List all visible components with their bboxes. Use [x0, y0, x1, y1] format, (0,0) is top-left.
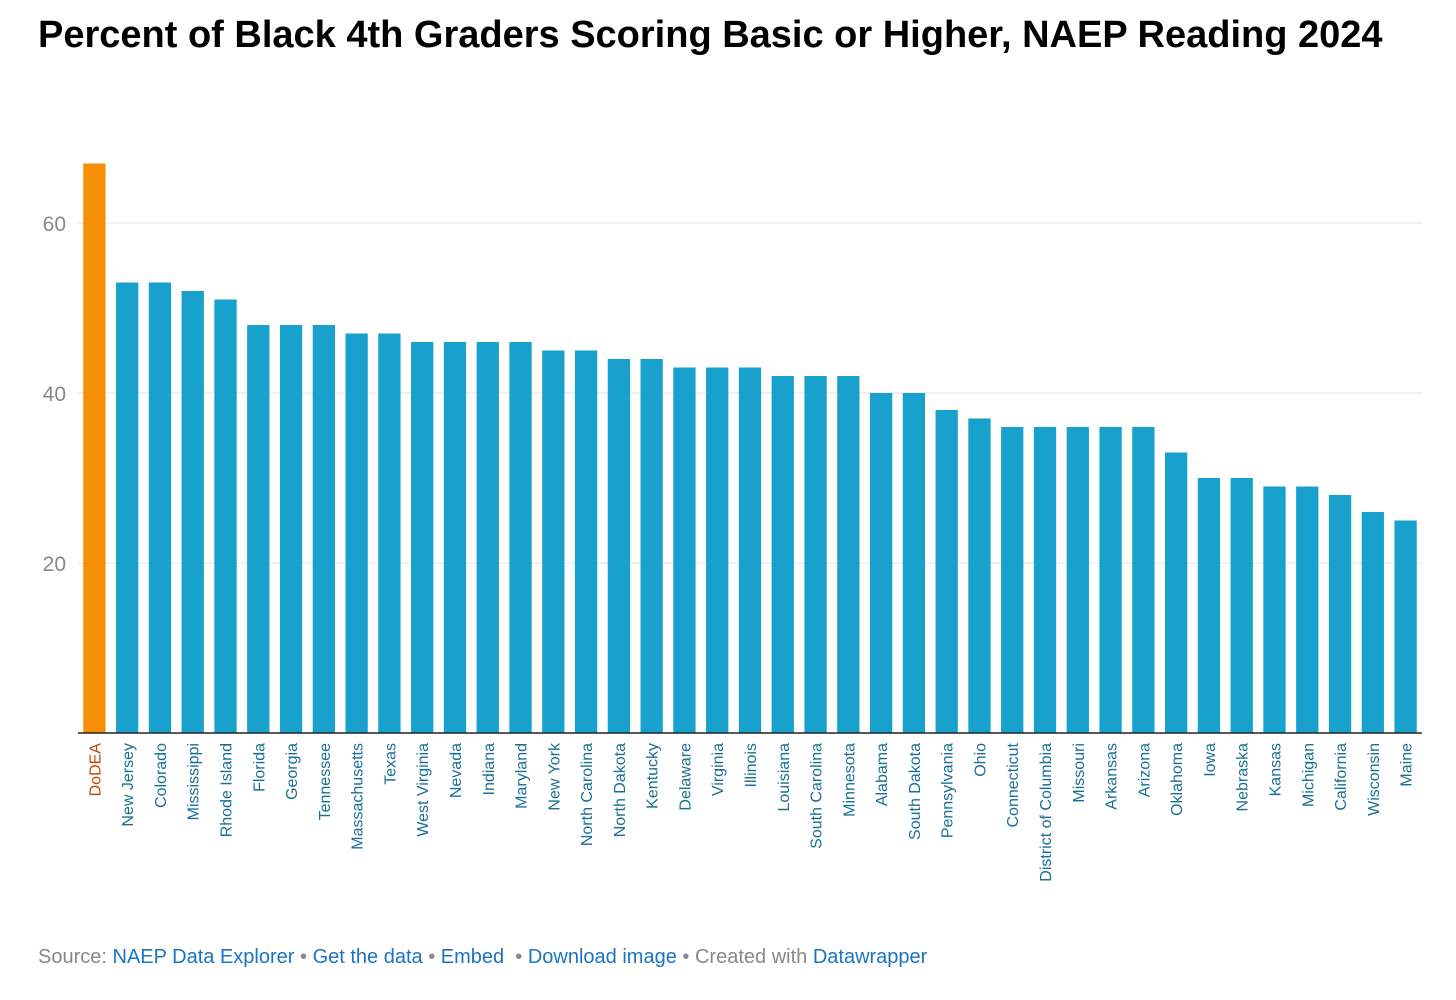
x-tick-label: Michigan — [1300, 743, 1317, 807]
bar — [247, 325, 270, 733]
bar — [116, 282, 139, 733]
x-tick-label: Ohio — [972, 743, 989, 777]
x-tick-label: Georgia — [284, 743, 301, 800]
x-tick-label: Texas — [382, 743, 399, 785]
x-tick-label: Connecticut — [1005, 742, 1022, 827]
bar — [1165, 452, 1188, 733]
chart-title: Percent of Black 4th Graders Scoring Bas… — [38, 14, 1383, 56]
bar — [312, 325, 335, 733]
x-tick-label: Kentucky — [645, 743, 662, 809]
x-tick-label: Pennsylvania — [940, 743, 957, 838]
source-link[interactable]: NAEP Data Explorer — [112, 946, 295, 968]
get-data-link[interactable]: Get the data — [312, 946, 423, 968]
x-tick-label: Indiana — [481, 743, 498, 796]
x-tick-label: Rhode Island — [219, 743, 236, 837]
x-tick-label: Missouri — [1071, 743, 1088, 803]
x-tick-label: New Jersey — [120, 743, 137, 827]
x-tick-label: Louisiana — [776, 743, 793, 812]
x-tick-label: Arkansas — [1104, 743, 1121, 810]
bar — [1328, 495, 1352, 733]
bar — [1001, 427, 1024, 733]
x-tick-label: Kansas — [1267, 743, 1284, 796]
bar — [968, 418, 991, 733]
x-tick-label: Mississippi — [186, 743, 203, 820]
x-tick-label: Delaware — [677, 743, 694, 811]
bar — [214, 299, 237, 733]
bar — [509, 342, 532, 733]
bar — [1197, 478, 1221, 733]
x-tick-label: Nebraska — [1235, 743, 1252, 812]
x-tick-label: South Dakota — [907, 743, 924, 840]
x-tick-label: North Dakota — [612, 743, 629, 837]
bar — [706, 367, 729, 733]
created-with-label: Created with — [694, 946, 808, 968]
x-tick-label: Tennessee — [317, 743, 334, 820]
x-tick-label: Nevada — [448, 743, 465, 798]
bar — [1099, 427, 1122, 733]
x-tick-label: Arizona — [1136, 743, 1153, 797]
x-tick-label: Maryland — [514, 743, 531, 809]
y-tick-label: 60 — [43, 213, 66, 236]
x-tick-label: District of Columbia — [1038, 743, 1055, 882]
separator: • — [428, 946, 436, 968]
x-tick-label: Colorado — [153, 743, 170, 808]
bar — [378, 333, 401, 733]
bar — [574, 350, 598, 733]
bar — [1296, 486, 1319, 733]
embed-link[interactable]: Embed — [440, 946, 505, 968]
bar — [1394, 520, 1417, 733]
bar — [443, 342, 467, 733]
x-tick-label: Massachusetts — [350, 743, 367, 850]
bar — [411, 342, 434, 733]
datawrapper-link[interactable]: Datawrapper — [812, 946, 928, 968]
bar — [673, 367, 696, 733]
bar — [181, 291, 204, 733]
bar — [607, 359, 631, 733]
bar — [1263, 486, 1286, 733]
x-tick-label: North Carolina — [579, 743, 596, 846]
footer: Source: NAEP Data Explorer • Get the dat… — [38, 946, 927, 969]
bar — [279, 325, 303, 733]
x-tick-label: Alabama — [874, 743, 891, 806]
x-tick-label: West Virginia — [415, 743, 432, 837]
x-tick-label: South Carolina — [809, 743, 826, 849]
bar — [83, 163, 106, 733]
bar — [738, 367, 762, 733]
x-tick-label: Virginia — [710, 743, 727, 796]
bar — [1066, 427, 1089, 733]
bar — [869, 393, 893, 733]
bar — [1230, 478, 1253, 733]
bar-chart: 20 40 60 DoDEA New Jersey Colorado Mississippi… — [43, 163, 1422, 882]
bar — [804, 376, 827, 733]
x-tick-label: Minnesota — [841, 743, 858, 817]
bar — [148, 282, 172, 733]
separator: • — [300, 946, 308, 968]
download-image-link[interactable]: Download image — [527, 946, 677, 968]
x-tick-label: Florida — [251, 743, 268, 792]
x-tick-label: Wisconsin — [1366, 743, 1383, 816]
x-tick-label: Illinois — [743, 743, 760, 787]
y-tick-label: 40 — [43, 383, 66, 406]
x-tick-label: DoDEA — [87, 743, 104, 797]
bar — [1033, 427, 1057, 733]
bar — [542, 350, 565, 733]
bar — [902, 393, 926, 733]
bar — [771, 376, 794, 733]
bar — [476, 342, 499, 733]
bar — [935, 410, 958, 733]
bar — [345, 333, 368, 733]
bar — [1132, 427, 1155, 733]
separator: • — [509, 946, 523, 968]
separator: • — [682, 946, 690, 968]
x-tick-label: Oklahoma — [1169, 743, 1186, 816]
x-tick-label: New York — [546, 742, 563, 811]
x-tick-label: Maine — [1399, 743, 1416, 787]
x-tick-label: California — [1333, 743, 1350, 811]
source-label: Source: — [38, 946, 107, 968]
bar — [640, 359, 663, 733]
bar — [1361, 512, 1384, 733]
bar — [837, 376, 860, 733]
x-tick-label: Iowa — [1202, 743, 1219, 777]
y-tick-label: 20 — [43, 553, 66, 576]
